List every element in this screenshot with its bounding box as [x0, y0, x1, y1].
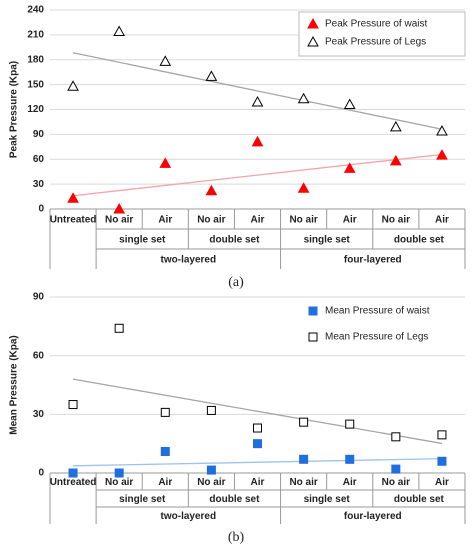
point: [114, 323, 124, 333]
point: [436, 149, 448, 160]
point: [205, 70, 218, 81]
subgroup-label: double set: [394, 235, 445, 246]
y-axis-title: Mean Pressure (Kpa): [9, 335, 20, 434]
y-tick-label: 240: [27, 5, 44, 16]
x-tick-label: Air: [158, 477, 172, 488]
x-tick-label: Air: [251, 477, 265, 488]
point: [389, 154, 402, 166]
point: [436, 125, 448, 136]
y-tick-label: 210: [27, 30, 44, 41]
y-tick-label: 30: [33, 179, 45, 190]
x-tick-label: No air: [105, 215, 133, 226]
y-tick-label: 60: [33, 350, 45, 361]
y-tick-label: 0: [38, 468, 44, 479]
point: [253, 423, 262, 433]
point: [343, 162, 356, 173]
x-tick-label: No air: [382, 477, 410, 488]
subgroup-label: single set: [304, 494, 351, 505]
x-tick-label: No air: [382, 215, 410, 226]
point: [437, 430, 447, 440]
x-tick-label: Air: [435, 477, 449, 488]
point: [297, 92, 310, 104]
point: [345, 419, 355, 429]
point: [159, 55, 172, 66]
point: [160, 407, 170, 417]
y-tick-label: 150: [27, 79, 44, 90]
point: [114, 468, 124, 478]
y-tick-label: 0: [38, 204, 44, 215]
point: [299, 417, 309, 427]
point: [251, 135, 264, 147]
point: [251, 96, 264, 107]
x-tick-label: No air: [289, 215, 317, 226]
subgroup-label: double set: [209, 235, 260, 246]
x-tick-label: Untreated: [50, 215, 97, 226]
point: [67, 80, 79, 91]
point: [299, 454, 309, 464]
point: [205, 184, 218, 196]
y-axis-title: Peak Pressure (Kpa): [9, 61, 20, 158]
trendline: [72, 153, 443, 197]
legend-label: Mean Pressure of waist: [325, 306, 430, 317]
caption: (b): [228, 530, 245, 545]
point: [389, 120, 402, 132]
y-tick-label: 90: [33, 129, 45, 140]
x-tick-label: Untreated: [50, 477, 97, 488]
x-tick-label: Air: [435, 215, 449, 226]
legend-label: Peak Pressure of waist: [325, 19, 427, 30]
legend-marker: [308, 306, 318, 316]
point: [206, 405, 216, 415]
y-tick-label: 60: [33, 154, 45, 165]
x-tick-label: Air: [343, 477, 357, 488]
subgroup-label: single set: [119, 235, 166, 246]
point: [68, 468, 78, 478]
point: [113, 202, 126, 214]
y-tick-label: 90: [33, 292, 45, 303]
subgroup-label: single set: [119, 494, 166, 505]
point: [113, 25, 126, 37]
point: [391, 432, 401, 442]
legend-marker: [307, 35, 319, 47]
x-tick-label: Air: [251, 215, 265, 226]
subgroup-label: double set: [209, 494, 260, 505]
group-label: four-layered: [344, 255, 402, 266]
legend-box: [298, 11, 466, 57]
point: [343, 98, 356, 110]
legend-label: Peak Pressure of Legs: [325, 37, 426, 48]
trendline: [72, 52, 443, 130]
y-tick-label: 30: [33, 409, 45, 420]
point: [391, 464, 401, 474]
point: [160, 446, 170, 456]
y-tick-label: 180: [27, 54, 44, 65]
group-label: four-layered: [344, 511, 402, 522]
x-tick-label: No air: [197, 215, 225, 226]
x-tick-label: No air: [197, 477, 225, 488]
caption: (a): [228, 275, 244, 290]
point: [206, 465, 216, 475]
point: [297, 182, 310, 193]
point: [253, 439, 262, 449]
legend-marker: [307, 17, 319, 29]
x-tick-label: No air: [105, 477, 133, 488]
legend-marker: [308, 332, 318, 342]
trendline: [73, 458, 442, 467]
point: [437, 456, 447, 466]
point: [159, 157, 172, 168]
subgroup-label: double set: [394, 494, 445, 505]
x-tick-label: Air: [343, 215, 357, 226]
group-label: two-layered: [161, 255, 217, 266]
point: [67, 192, 79, 203]
x-tick-label: No air: [289, 477, 317, 488]
trendline: [72, 378, 443, 445]
group-label: two-layered: [161, 511, 217, 522]
point: [345, 454, 355, 464]
y-tick-label: 120: [27, 104, 44, 115]
subgroup-label: single set: [304, 235, 351, 246]
x-tick-label: Air: [158, 215, 172, 226]
legend-label: Mean Pressure of Legs: [325, 332, 428, 343]
point: [68, 400, 78, 410]
